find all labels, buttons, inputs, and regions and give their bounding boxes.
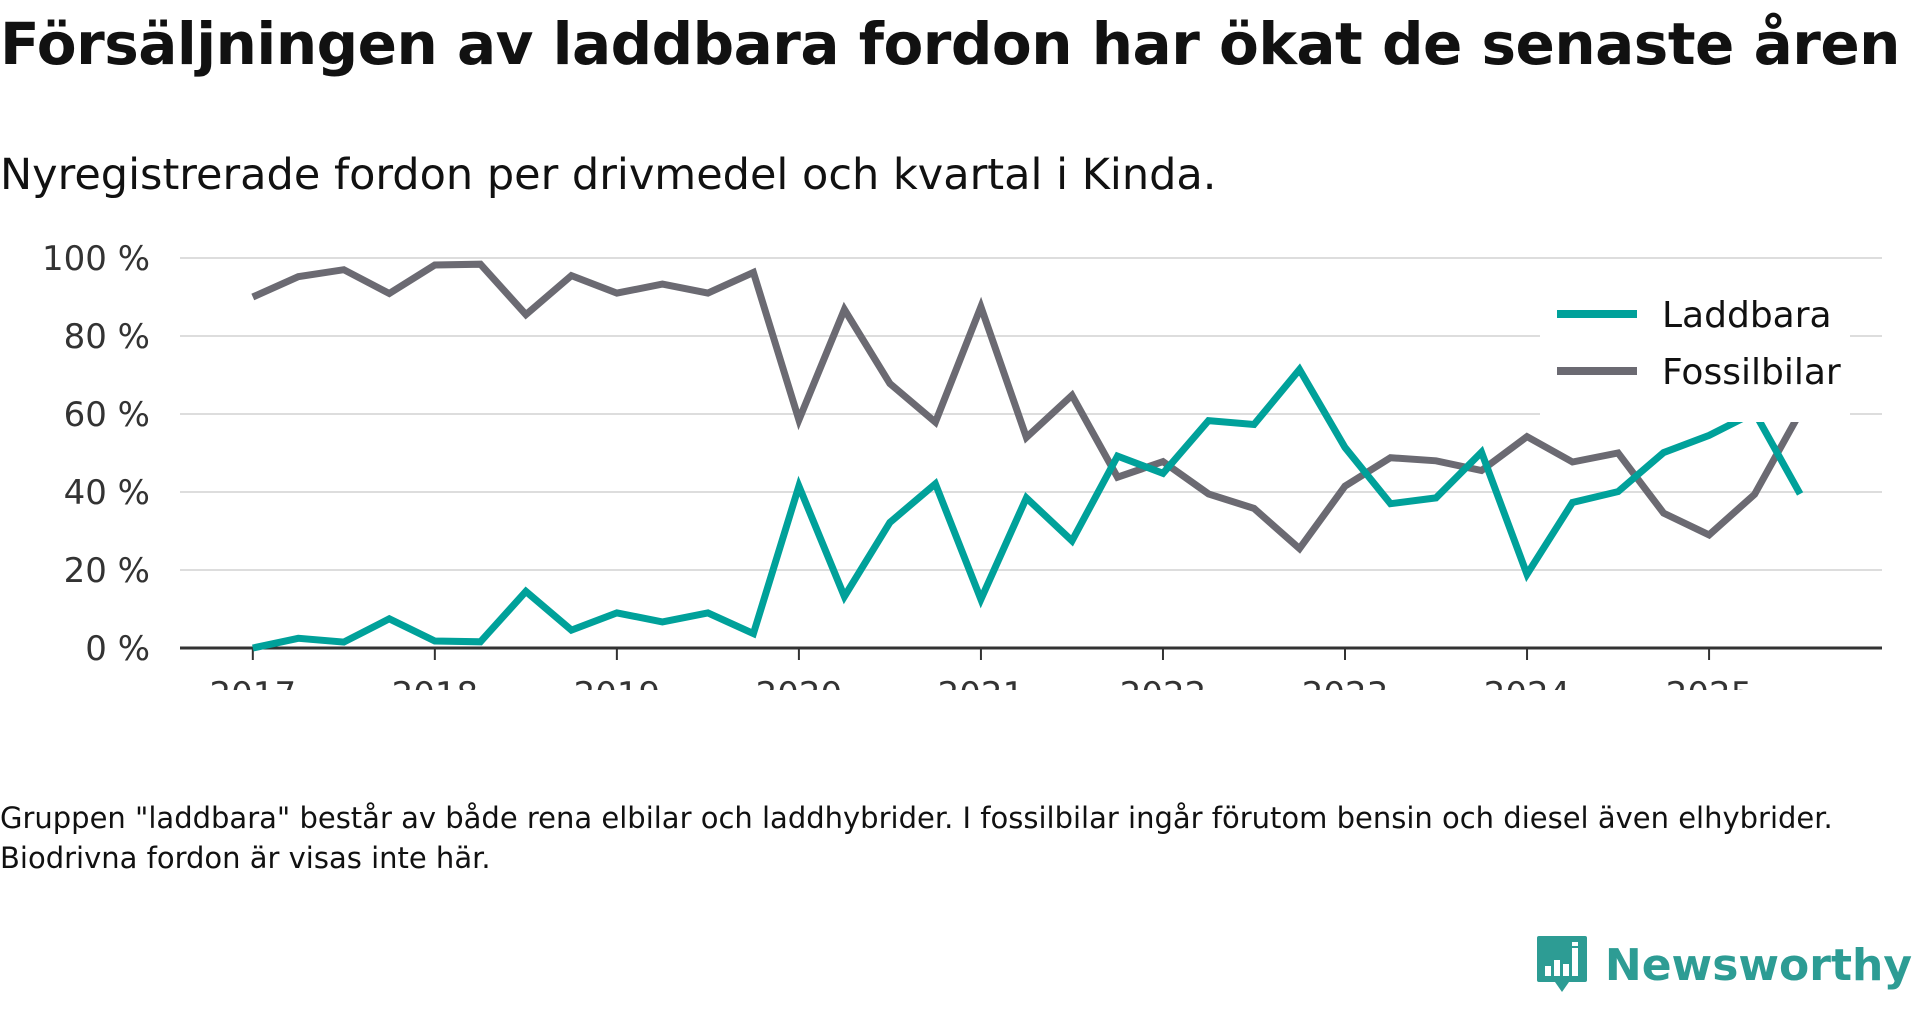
x-axis: 2017 2018 2019 2020 2021 2022 2023 2024 2025 [180, 646, 1882, 690]
bar-chart-badge-icon [1536, 936, 1587, 992]
brand-name: Newsworthy [1604, 939, 1912, 991]
y-axis: 0 % 20 % 40 % 60 % 80 % 100 % [42, 239, 150, 669]
legend-label-laddbara: Laddbara [1662, 295, 1832, 336]
x-tick-label: 2023 [1302, 675, 1389, 690]
y-tick-label: 100 % [42, 239, 150, 279]
brand-logo[interactable]: Newsworthy [1535, 920, 1912, 1010]
legend: Laddbara Fossilbilar [1540, 292, 1850, 422]
x-tick-label: 2025 [1666, 675, 1753, 690]
x-tick-label: 2017 [210, 675, 297, 690]
y-tick-label: 60 % [64, 395, 150, 435]
footnote: Gruppen "laddbara" består av både rena e… [0, 801, 1833, 875]
x-tick-label: 2018 [392, 675, 479, 690]
series-line-fossilbilar [251, 260, 1804, 554]
chart-subtitle: Nyregistrerade fordon per drivmedel och … [0, 150, 1217, 200]
series-line-laddbara [252, 363, 1804, 652]
series-lines [251, 260, 1804, 652]
y-tick-label: 20 % [64, 551, 150, 591]
x-tick-label: 2021 [938, 675, 1025, 690]
y-tick-label: 40 % [64, 473, 150, 513]
x-tick-label: 2019 [574, 675, 661, 690]
x-tick-label: 2020 [756, 675, 843, 690]
x-tick-label: 2022 [1120, 675, 1207, 690]
legend-label-fossilbilar: Fossilbilar [1662, 352, 1841, 393]
chart-title: Försäljningen av laddbara fordon har öka… [0, 10, 1900, 78]
line-chart: 0 % 20 % 40 % 60 % 80 % 100 % 2017 2018 2019 202… [42, 239, 1882, 690]
y-tick-label: 0 % [85, 629, 150, 669]
x-tick-label: 2024 [1484, 675, 1571, 690]
y-tick-label: 80 % [64, 317, 150, 357]
